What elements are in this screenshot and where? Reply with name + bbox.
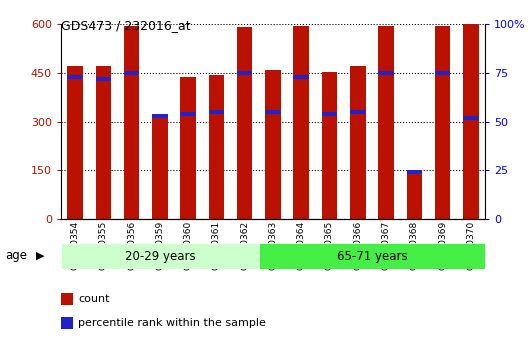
Bar (67, 75, 83, 79)
Text: percentile rank within the sample: percentile rank within the sample (78, 318, 266, 328)
Bar (265, 110, 281, 114)
Bar (463, 116, 479, 120)
Bar (265, 70, 281, 219)
Bar (435, 26, 450, 219)
Bar (209, 110, 224, 114)
Bar (152, 115, 167, 219)
Bar (180, 112, 196, 116)
Bar (463, 24, 479, 219)
Bar (61, 243, 259, 269)
Bar (209, 76, 224, 219)
Bar (95, 77, 111, 81)
Bar (237, 71, 252, 75)
Bar (407, 170, 422, 174)
Text: 65-71 years: 65-71 years (337, 250, 407, 263)
Bar (407, 174, 422, 219)
Text: count: count (78, 294, 109, 304)
Bar (294, 75, 309, 79)
Bar (95, 66, 111, 219)
Bar (67, 66, 83, 219)
Bar (124, 26, 139, 219)
Text: ▶: ▶ (36, 251, 45, 261)
Bar (152, 114, 167, 118)
Text: GDS473 / 232016_at: GDS473 / 232016_at (61, 19, 191, 32)
Bar (322, 72, 337, 219)
Bar (378, 71, 394, 75)
Bar (435, 71, 450, 75)
Bar (180, 77, 196, 219)
Bar (237, 27, 252, 219)
Bar (259, 243, 485, 269)
Bar (294, 26, 309, 219)
Text: age: age (5, 249, 28, 263)
Bar (378, 26, 394, 219)
Bar (350, 110, 366, 114)
Bar (350, 66, 366, 219)
Text: 20-29 years: 20-29 years (125, 250, 195, 263)
Bar (322, 112, 337, 116)
Bar (124, 71, 139, 75)
